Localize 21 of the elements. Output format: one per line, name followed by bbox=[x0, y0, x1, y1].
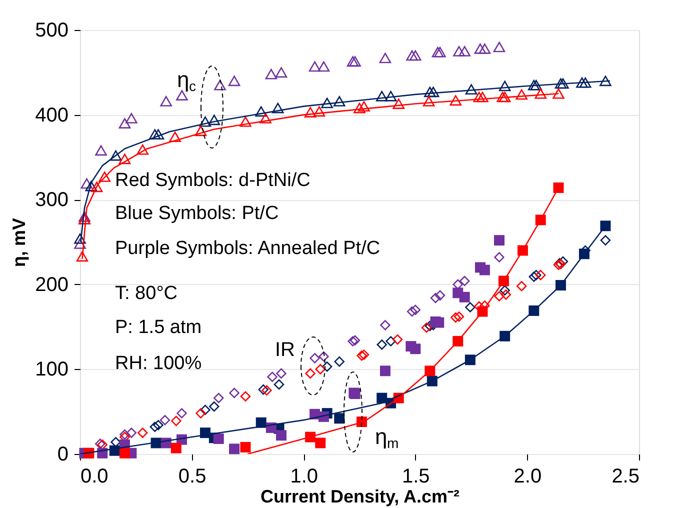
x-axis-title: Current Density, A.cm⁻² bbox=[260, 486, 460, 506]
x-tick-label: 2.5 bbox=[612, 466, 640, 488]
annotation: Red Symbols: d-PtNi/C bbox=[115, 170, 310, 191]
y-tick-label: 400 bbox=[35, 104, 68, 126]
annotation: RH: 100% bbox=[115, 353, 202, 374]
y-tick-label: 300 bbox=[35, 189, 68, 212]
annotation: Purple Symbols: Annealed Pt/C bbox=[115, 238, 380, 259]
y-tick-label: 200 bbox=[35, 274, 68, 296]
y-tick-label: 0 bbox=[57, 444, 68, 466]
x-tick-label: 2.0 bbox=[514, 466, 542, 488]
annotation: Blue Symbols: Pt/C bbox=[115, 203, 279, 224]
x-tick-label: 1.5 bbox=[402, 466, 430, 488]
x-tick-label: 0.0 bbox=[80, 466, 108, 488]
annotation: IR bbox=[275, 339, 295, 361]
annotation: T: 80°C bbox=[115, 283, 178, 304]
x-tick-label: 0.5 bbox=[178, 466, 206, 488]
annotation: P: 1.5 atm bbox=[115, 317, 202, 338]
x-tick-label: 1.0 bbox=[290, 466, 318, 488]
y-tick-label: 100 bbox=[35, 358, 68, 381]
y-axis-title: η, mV bbox=[9, 218, 30, 268]
y-tick-label: 500 bbox=[35, 20, 68, 42]
